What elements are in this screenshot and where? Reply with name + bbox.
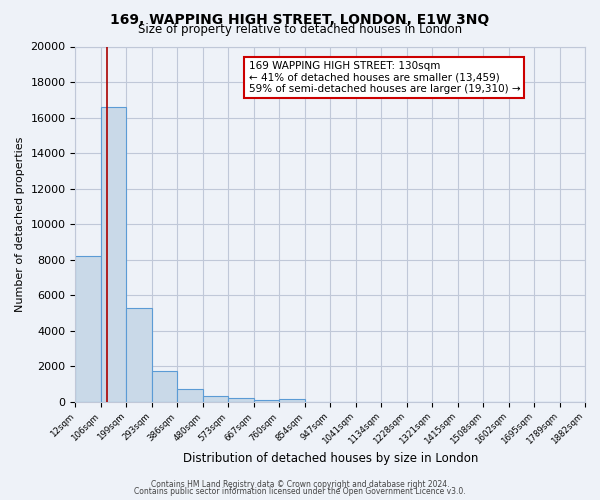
Bar [279, 399, 305, 402]
Bar [152, 370, 178, 402]
X-axis label: Distribution of detached houses by size in London: Distribution of detached houses by size … [182, 452, 478, 465]
Text: Size of property relative to detached houses in London: Size of property relative to detached ho… [138, 22, 462, 36]
Bar [228, 398, 254, 402]
Bar [203, 396, 228, 402]
Y-axis label: Number of detached properties: Number of detached properties [15, 136, 25, 312]
Bar [127, 308, 152, 402]
Text: 169 WAPPING HIGH STREET: 130sqm
← 41% of detached houses are smaller (13,459)
59: 169 WAPPING HIGH STREET: 130sqm ← 41% of… [248, 60, 520, 94]
Bar [101, 107, 127, 402]
Text: 169, WAPPING HIGH STREET, LONDON, E1W 3NQ: 169, WAPPING HIGH STREET, LONDON, E1W 3N… [110, 12, 490, 26]
Bar [254, 400, 279, 402]
Text: Contains public sector information licensed under the Open Government Licence v3: Contains public sector information licen… [134, 487, 466, 496]
Bar [76, 256, 101, 402]
Text: Contains HM Land Registry data © Crown copyright and database right 2024.: Contains HM Land Registry data © Crown c… [151, 480, 449, 489]
Bar [178, 390, 203, 402]
